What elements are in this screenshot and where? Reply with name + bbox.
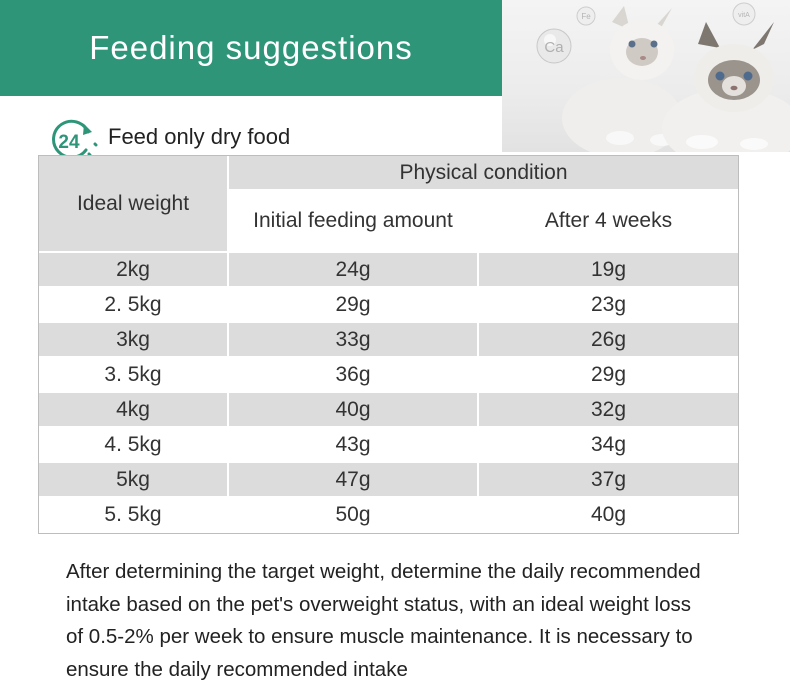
cat-left xyxy=(562,6,682,152)
table-row: 4. 5kg 43g 34g xyxy=(39,428,738,463)
cell-after: 32g xyxy=(479,393,738,428)
cell-after: 34g xyxy=(479,428,738,463)
svg-text:Fe: Fe xyxy=(581,12,591,21)
cell-weight: 2. 5kg xyxy=(39,288,229,323)
header-initial-feeding-amount: Initial feeding amount xyxy=(229,191,479,253)
description-line: intake based on the pet's overweight sta… xyxy=(66,592,691,616)
feeding-table: Ideal weight Physical condition Initial … xyxy=(38,155,739,534)
description-line: ensure the daily recommended intake xyxy=(66,657,408,681)
nutrient-badge-ca: Ca xyxy=(536,28,572,64)
cell-weight: 3. 5kg xyxy=(39,358,229,393)
cell-after: 19g xyxy=(479,253,738,288)
nutrient-badge-vita: vitA xyxy=(732,2,756,26)
cell-initial: 33g xyxy=(229,323,479,358)
cell-weight: 5. 5kg xyxy=(39,498,229,533)
cell-initial: 29g xyxy=(229,288,479,323)
cell-after: 23g xyxy=(479,288,738,323)
svg-text:Ca: Ca xyxy=(544,39,564,56)
cats-photo: Ca Fe vitA xyxy=(502,0,790,152)
cell-after: 29g xyxy=(479,358,738,393)
header-physical-condition: Physical condition xyxy=(229,156,738,191)
cell-initial: 43g xyxy=(229,428,479,463)
cell-initial: 24g xyxy=(229,253,479,288)
cell-weight: 5kg xyxy=(39,463,229,498)
table-row: 4kg 40g 32g xyxy=(39,393,738,428)
header-ideal-weight: Ideal weight xyxy=(39,156,229,253)
table-row: 2kg 24g 19g xyxy=(39,253,738,288)
cats-illustration: Ca Fe vitA xyxy=(536,2,790,152)
title-banner: Feeding suggestions xyxy=(0,0,502,96)
cell-weight: 2kg xyxy=(39,253,229,288)
feed-only-dry-food-label: Feed only dry food xyxy=(108,124,291,149)
cell-weight: 4. 5kg xyxy=(39,428,229,463)
table-row: 3kg 33g 26g xyxy=(39,323,738,358)
header-after-4-weeks: After 4 weeks xyxy=(479,191,738,253)
page-title: Feeding suggestions xyxy=(89,29,413,66)
cell-weight: 3kg xyxy=(39,323,229,358)
table-row: 3. 5kg 36g 29g xyxy=(39,358,738,393)
cell-after: 26g xyxy=(479,323,738,358)
cell-initial: 50g xyxy=(229,498,479,533)
cell-after: 37g xyxy=(479,463,738,498)
table-row: 5. 5kg 50g 40g xyxy=(39,498,738,533)
svg-text:24: 24 xyxy=(58,132,80,153)
cell-initial: 36g xyxy=(229,358,479,393)
table-row: 2. 5kg 29g 23g xyxy=(39,288,738,323)
cell-initial: 40g xyxy=(229,393,479,428)
cell-weight: 4kg xyxy=(39,393,229,428)
description-line: After determining the target weight, det… xyxy=(66,560,701,583)
svg-text:vitA: vitA xyxy=(738,12,750,19)
cat-right xyxy=(662,22,790,152)
description-line: of 0.5-2% per week to ensure muscle main… xyxy=(66,625,693,648)
cell-initial: 47g xyxy=(229,463,479,498)
description-paragraph: After determining the target weight, det… xyxy=(66,556,756,686)
cell-after: 40g xyxy=(479,498,738,533)
table-row: 5kg 47g 37g xyxy=(39,463,738,498)
nutrient-badge-fe: Fe xyxy=(576,6,596,26)
